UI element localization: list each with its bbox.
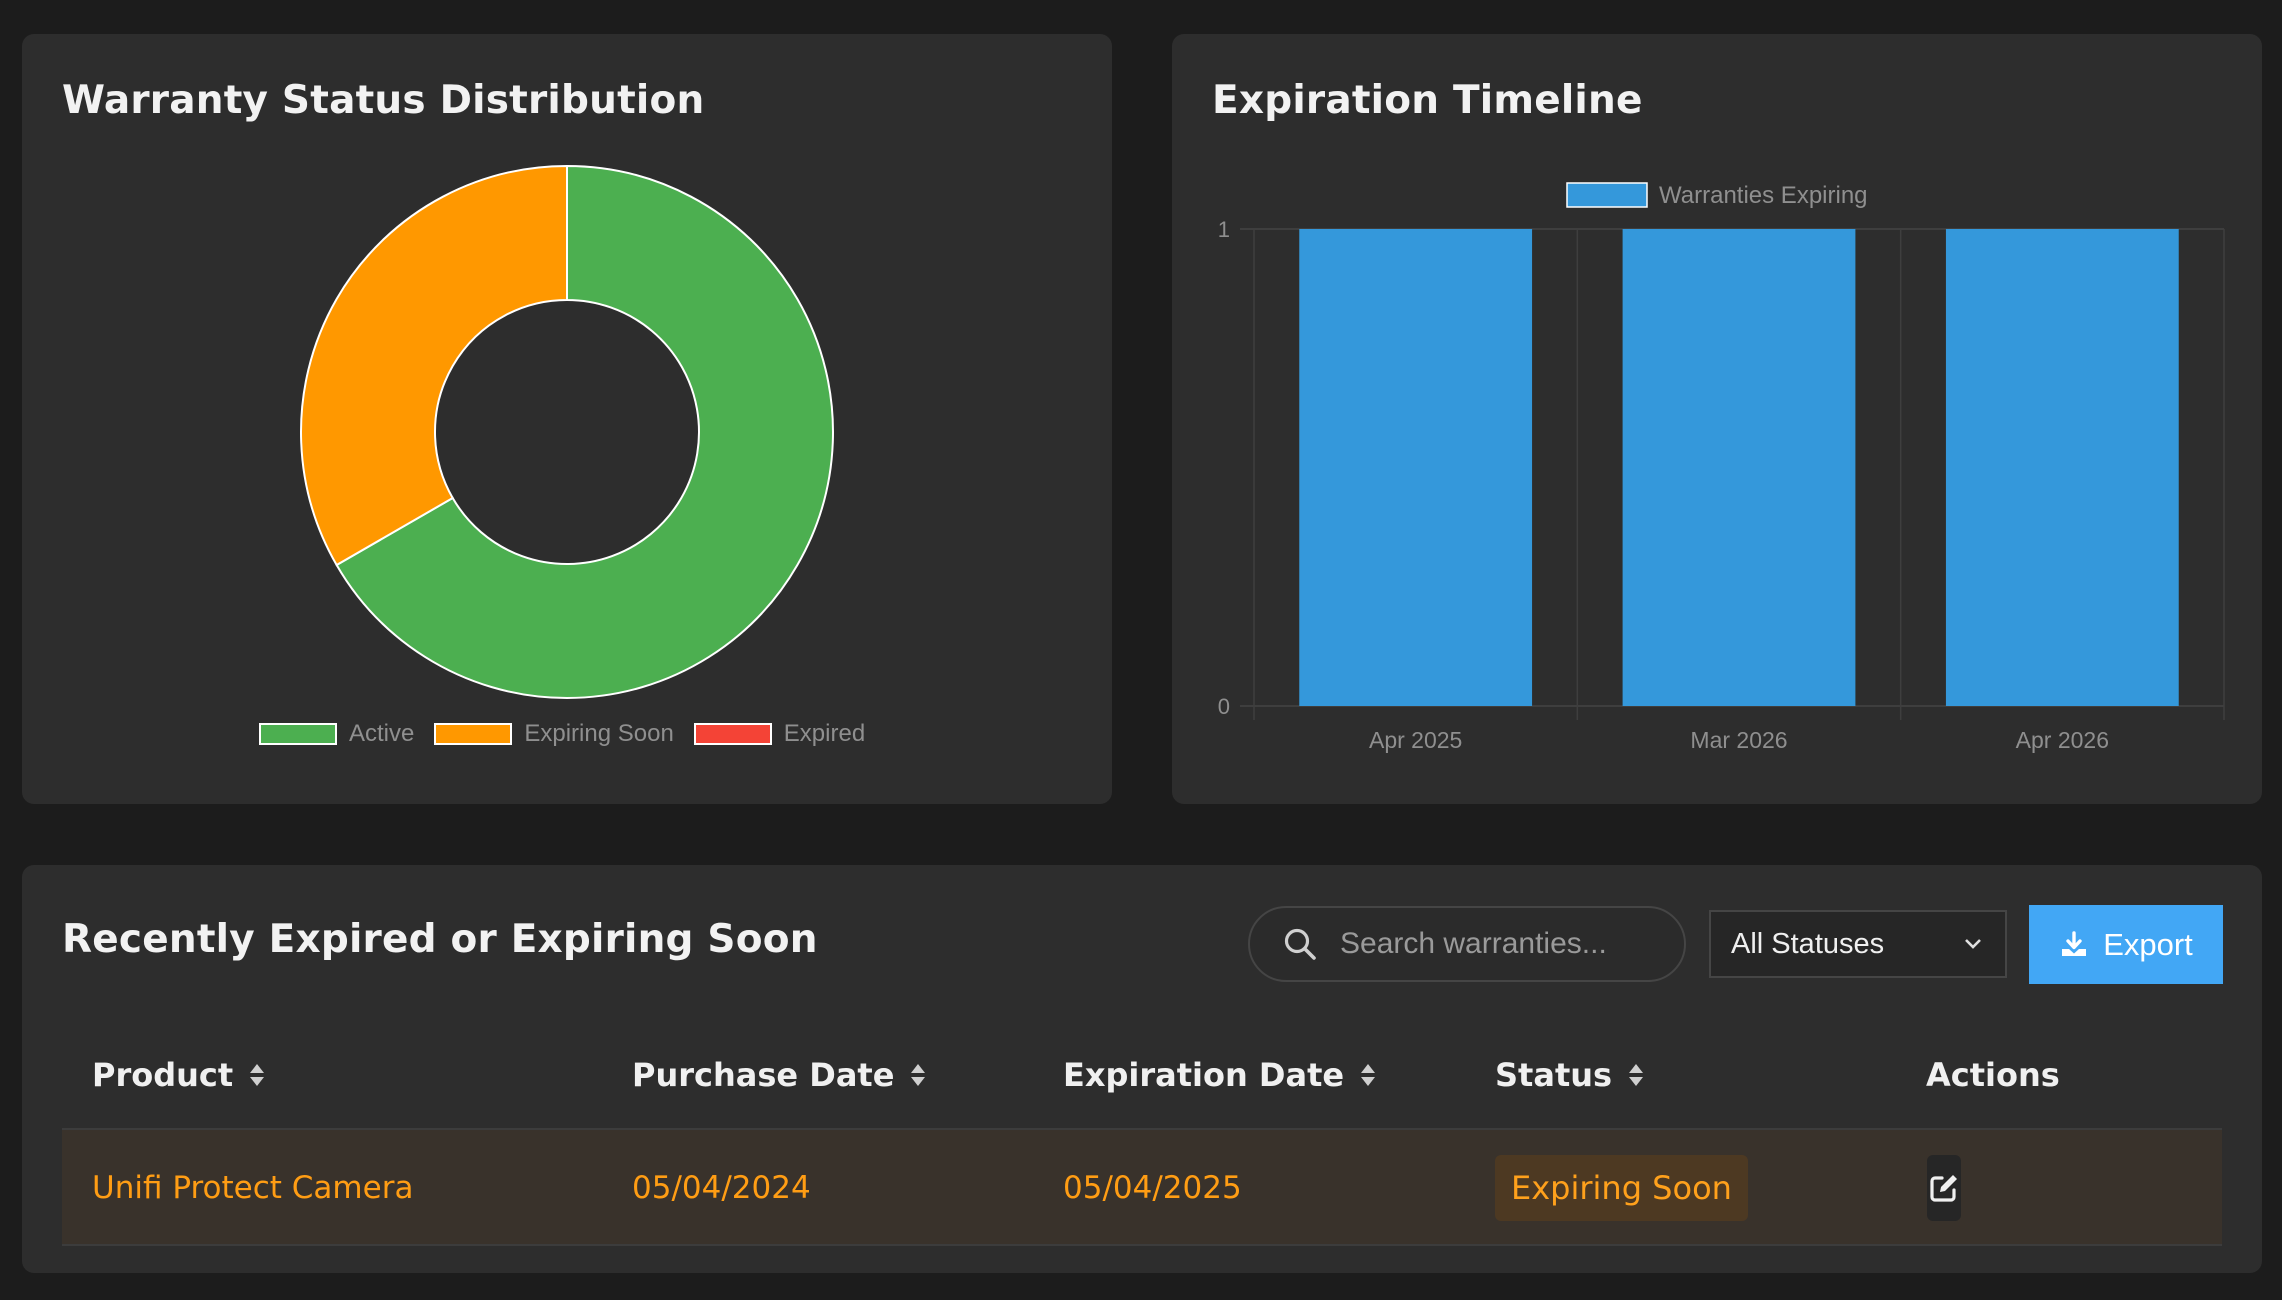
export-label: Export <box>2103 926 2193 962</box>
x-tick-label: Apr 2026 <box>2016 727 2109 753</box>
column-label: Actions <box>1926 1056 2060 1094</box>
bar-legend[interactable]: Warranties Expiring <box>1566 182 1868 209</box>
cell-status: Expiring Soon <box>1495 1130 1748 1246</box>
status-filter-select[interactable]: All Statuses <box>1709 910 2007 978</box>
y-tick-label: 1 <box>1218 217 1230 242</box>
sort-icon <box>250 1064 265 1086</box>
column-purchase-date[interactable]: Purchase Date <box>632 1020 926 1130</box>
bar[interactable] <box>1299 229 1533 706</box>
bar[interactable] <box>1622 229 1856 706</box>
legend-swatch <box>1566 182 1648 208</box>
legend-swatch <box>434 723 513 745</box>
table-card-title: Recently Expired or Expiring Soon <box>62 917 818 962</box>
legend-item[interactable]: Expired <box>693 720 866 748</box>
column-label: Product <box>92 1056 234 1094</box>
chevron-down-icon <box>1965 939 1981 949</box>
cell-purchase-date: 05/04/2024 <box>632 1170 811 1206</box>
x-tick-label: Apr 2025 <box>1369 727 1462 753</box>
column-label: Purchase Date <box>632 1056 895 1094</box>
legend-label: Active <box>349 720 415 747</box>
legend-label: Warranties Expiring <box>1659 182 1868 209</box>
column-product[interactable]: Product <box>92 1020 265 1130</box>
legend-item[interactable]: Active <box>259 720 414 748</box>
cell-product: Unifi Protect Camera <box>92 1170 414 1206</box>
legend-swatch <box>693 723 772 745</box>
column-label: Expiration Date <box>1063 1056 1345 1094</box>
donut-slice-expiring-soon[interactable] <box>300 164 568 567</box>
status-filter-value: All Statuses <box>1731 927 1885 960</box>
table-row[interactable]: Unifi Protect Camera 05/04/2024 05/04/20… <box>62 1130 2222 1246</box>
timeline-chart-title: Expiration Timeline <box>1212 78 1643 123</box>
status-donut-chart <box>300 164 834 699</box>
expiration-bar-chart: Warranties Expiring 0 1 Apr 2025 Mar 2026 Apr… <box>1218 182 2225 753</box>
status-distribution-card: Warranty Status Distribution Active Expir… <box>22 34 1112 804</box>
status-badge: Expiring Soon <box>1495 1155 1748 1221</box>
column-status[interactable]: Status <box>1495 1020 1644 1130</box>
legend-label: Expiring Soon <box>524 720 674 747</box>
sort-icon <box>1629 1064 1644 1086</box>
legend-swatch <box>259 723 337 745</box>
status-chart-title: Warranty Status Distribution <box>62 78 705 123</box>
edit-button[interactable] <box>1927 1155 1961 1221</box>
table-header: Product Purchase Date Expiration Date St… <box>62 1020 2222 1130</box>
export-button[interactable]: Export <box>2029 905 2223 984</box>
legend-label: Expired <box>783 720 866 747</box>
donut-legend: Active Expiring Soon Expired <box>259 720 885 748</box>
column-actions: Actions <box>1926 1020 2060 1130</box>
search-box[interactable] <box>1248 906 1686 982</box>
cell-expiration-date: 05/04/2025 <box>1063 1170 1242 1206</box>
search-icon <box>1284 928 1316 960</box>
column-expiration-date[interactable]: Expiration Date <box>1063 1020 1376 1130</box>
download-icon <box>2062 930 2087 956</box>
expiration-timeline-card: Expiration Timeline Warranties Expiring 0… <box>1172 34 2262 804</box>
search-input[interactable] <box>1338 926 1662 962</box>
legend-item[interactable]: Expiring Soon <box>434 720 674 748</box>
sort-icon <box>911 1064 926 1086</box>
cell-actions <box>1927 1130 1961 1246</box>
column-label: Status <box>1495 1056 1613 1094</box>
recent-warranties-card: Recently Expired or Expiring Soon All St… <box>22 865 2262 1273</box>
y-tick-label: 0 <box>1218 694 1230 719</box>
edit-icon <box>1930 1175 1957 1202</box>
x-tick-label: Mar 2026 <box>1690 727 1787 753</box>
sort-icon <box>1361 1064 1376 1086</box>
bar[interactable] <box>1945 229 2179 706</box>
donut-slice-active[interactable] <box>335 164 834 699</box>
